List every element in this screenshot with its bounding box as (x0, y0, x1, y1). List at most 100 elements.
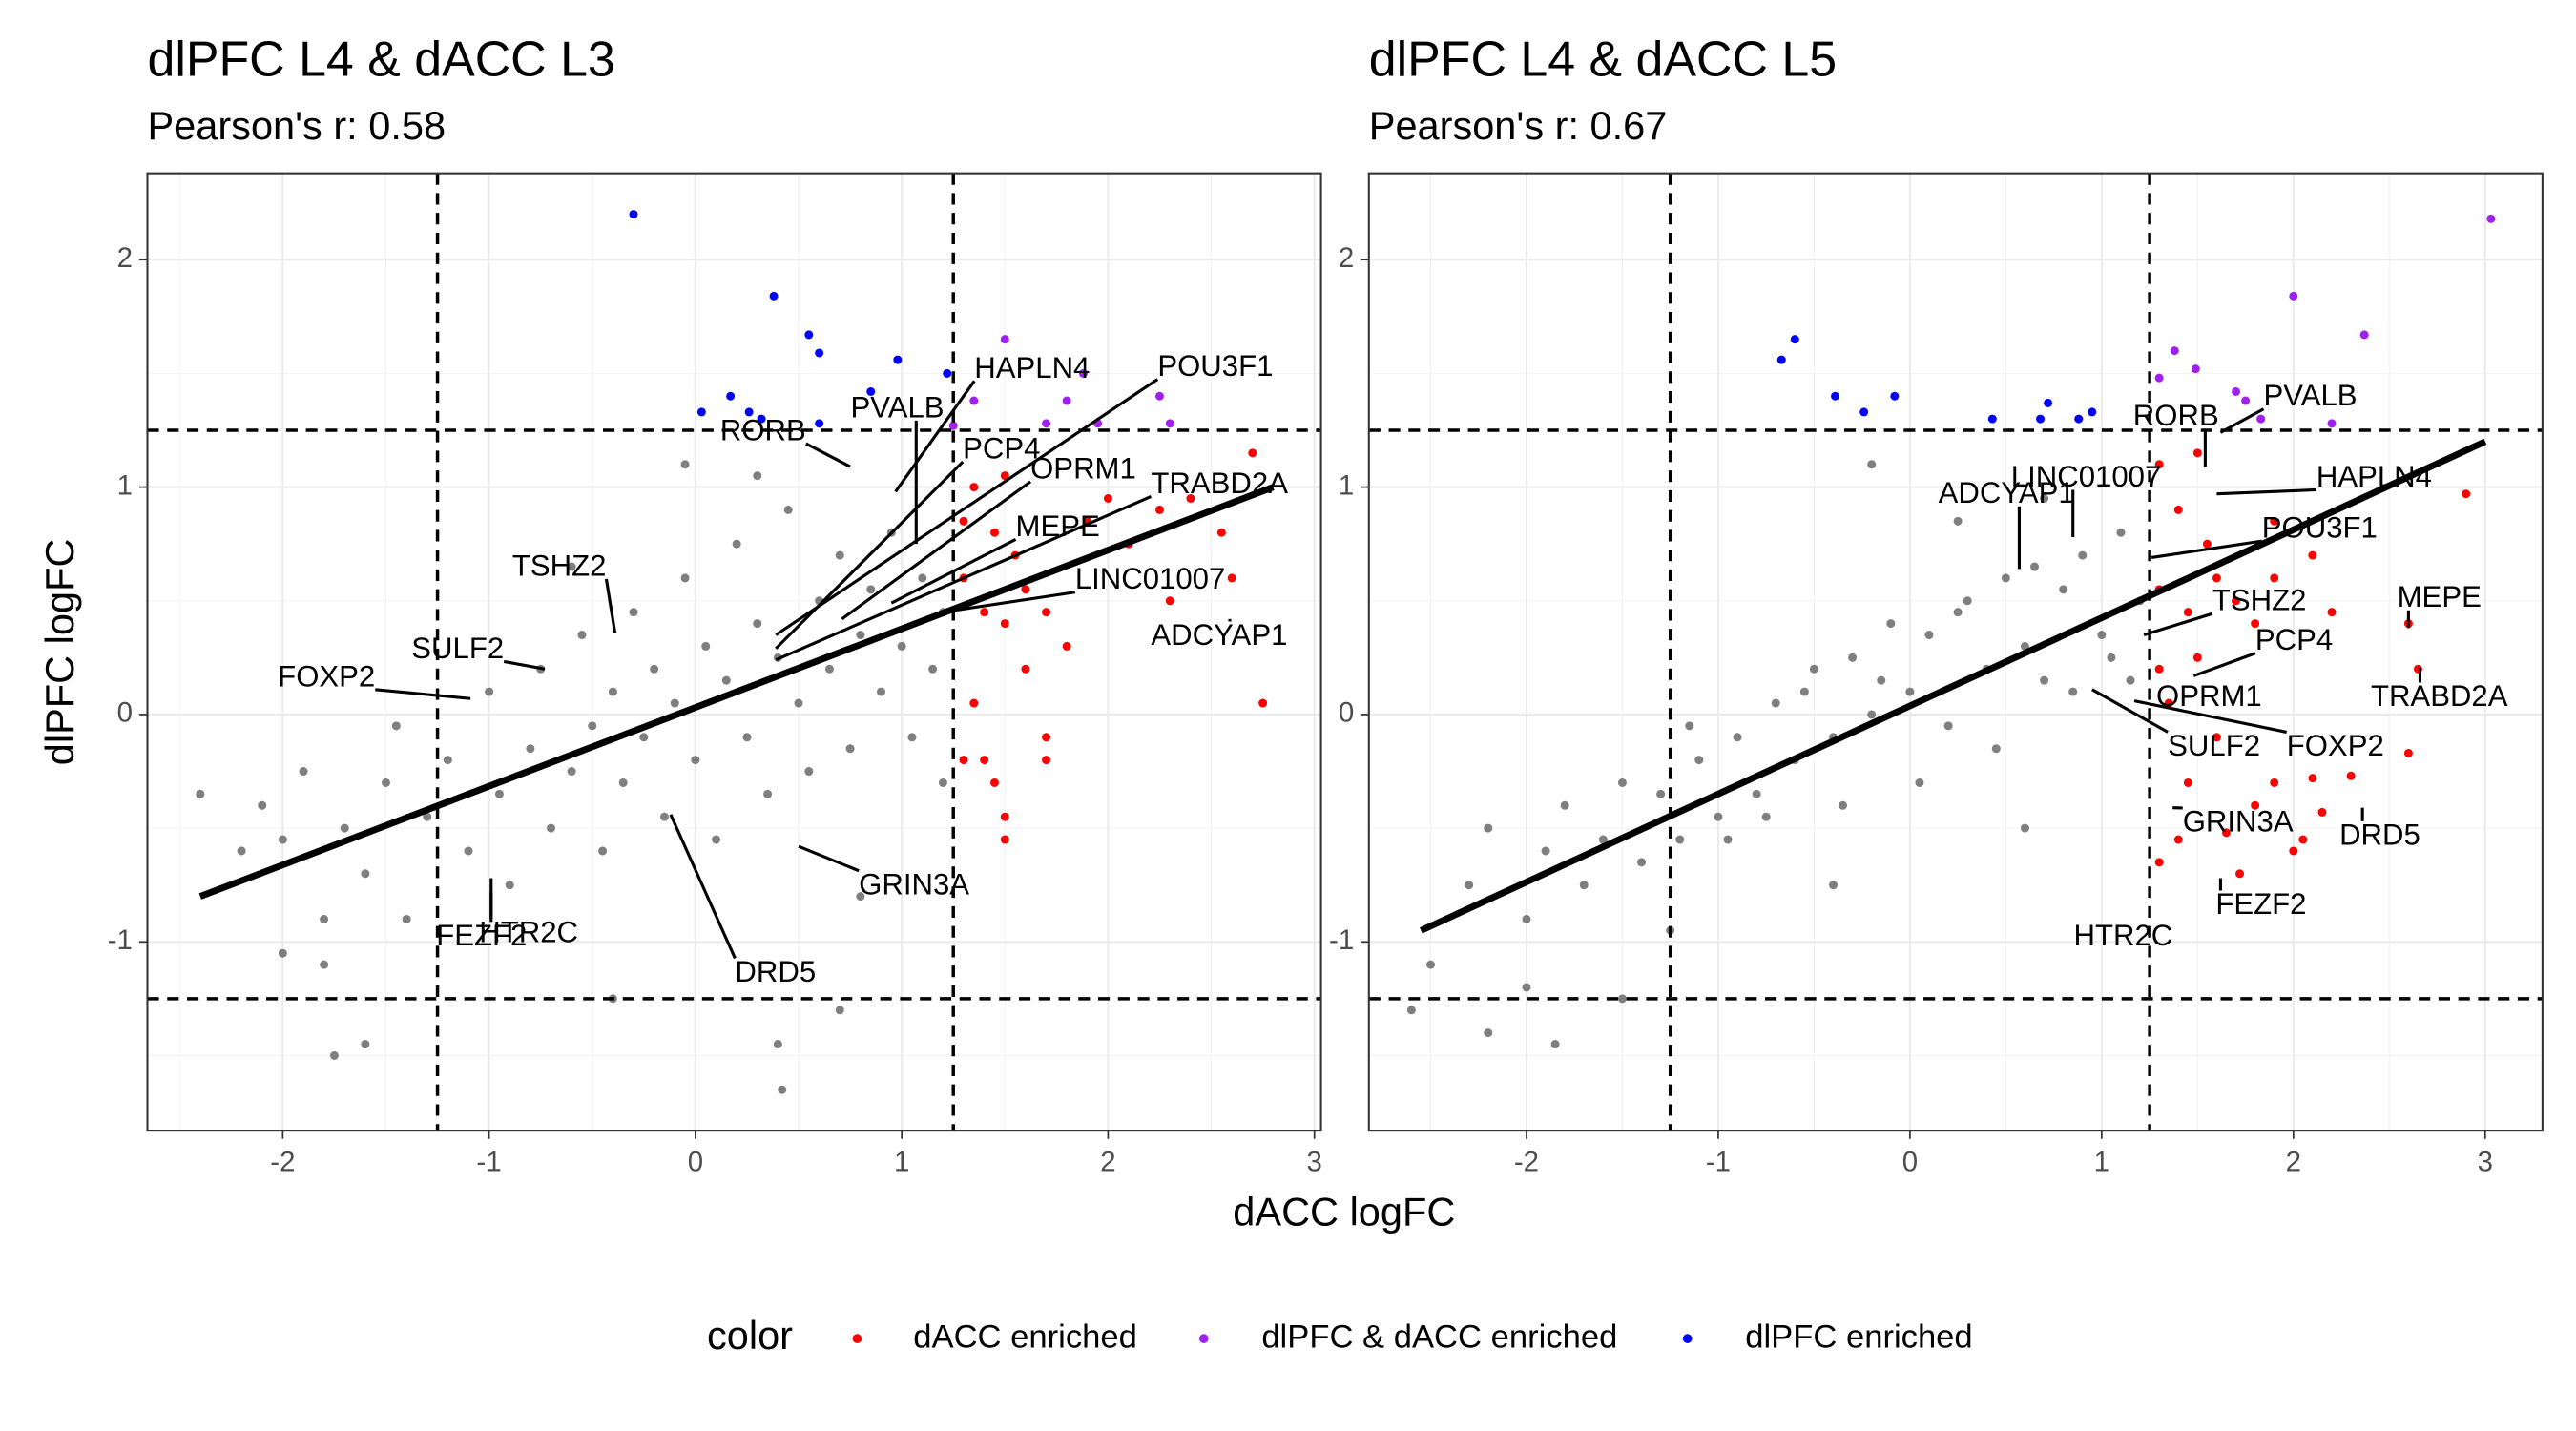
x-tick-label: 1 (894, 1146, 909, 1177)
gene-label: TSHZ2 (2212, 584, 2307, 617)
point (547, 823, 556, 833)
point (701, 641, 711, 651)
plot-area (147, 173, 1321, 1131)
point (2289, 846, 2298, 856)
legend-label: dACC enriched (913, 1318, 1137, 1355)
point (505, 881, 514, 890)
point (969, 698, 979, 708)
y-tick-label: 0 (117, 697, 133, 729)
point (402, 914, 411, 923)
point (815, 348, 824, 358)
point (2126, 675, 2135, 685)
gene-label: FOXP2 (2287, 729, 2384, 762)
point (1000, 812, 1009, 821)
legend-label: dlPFC enriched (1745, 1318, 1972, 1355)
point (1790, 335, 1799, 344)
point (2107, 653, 2116, 662)
point (567, 562, 576, 571)
point (2270, 573, 2279, 583)
gene-label: ADCYAP1 (1151, 618, 1287, 652)
point (361, 1040, 370, 1049)
point (1886, 619, 1896, 629)
point (1216, 528, 1226, 537)
point (2327, 608, 2337, 617)
y-axis-label: dlPFC logFC (37, 539, 82, 766)
gene-label: TRABD2A (1151, 467, 1288, 500)
point (2173, 835, 2183, 844)
label-connector (2150, 539, 2262, 560)
point (2346, 771, 2356, 780)
point (757, 414, 766, 424)
point (670, 698, 679, 708)
point (2462, 489, 2471, 499)
point (696, 407, 706, 417)
label-connector (775, 460, 965, 650)
point (2040, 675, 2049, 685)
point (618, 778, 628, 787)
point (1905, 687, 1915, 696)
gene-label: HAPLN4 (2316, 460, 2432, 493)
point (866, 386, 876, 396)
label-connector (375, 688, 471, 700)
point (2232, 386, 2241, 396)
x-tick-label: 3 (2478, 1146, 2493, 1177)
point (2256, 414, 2266, 424)
point (1924, 631, 1934, 640)
point (391, 721, 401, 731)
point (753, 471, 762, 481)
point (943, 368, 952, 378)
point (320, 960, 329, 969)
point (928, 664, 938, 674)
point (2154, 373, 2164, 383)
point (1877, 675, 1886, 685)
point (732, 539, 741, 549)
point (2221, 828, 2231, 838)
point (2068, 687, 2078, 696)
point (2289, 291, 2298, 301)
chart-subtitle: Pearson's r: 0.58 (147, 103, 446, 148)
point (1484, 1028, 1493, 1038)
point (258, 800, 267, 810)
gene-label: OPRM1 (2156, 679, 2262, 713)
point (1186, 494, 1195, 504)
gene-label: PCP4 (963, 432, 1040, 466)
point (1915, 778, 1924, 787)
point (196, 789, 205, 798)
point (1078, 368, 1088, 378)
point (382, 778, 390, 787)
point (2088, 407, 2097, 417)
point (1831, 391, 1840, 401)
point (2270, 516, 2279, 526)
point (1761, 812, 1771, 821)
point (2308, 550, 2317, 560)
point (1685, 721, 1694, 731)
label-connector (2091, 688, 2169, 734)
point (1617, 778, 1627, 787)
gene-label: POU3F1 (1157, 349, 1273, 383)
gene-label: PVALB (851, 390, 945, 424)
point (1154, 391, 1164, 401)
point (2170, 346, 2179, 356)
point (721, 675, 731, 685)
point (320, 914, 329, 923)
gene-label: TRABD2A (2371, 679, 2508, 713)
gene-label: PCP4 (2255, 623, 2333, 656)
point (815, 419, 824, 428)
point (567, 767, 576, 777)
plot-background (1368, 173, 2543, 1131)
gene-label: DRD5 (735, 955, 816, 988)
x-tick-label: -1 (477, 1146, 502, 1177)
y-tick-label: 2 (117, 242, 133, 274)
point (340, 823, 349, 833)
point (464, 846, 473, 856)
point (1991, 744, 2001, 754)
point (1752, 789, 1761, 798)
gene-label: MEPE (2398, 580, 2482, 613)
point (2154, 664, 2164, 674)
point (1021, 664, 1030, 674)
point (1943, 721, 1953, 731)
point (1867, 710, 1877, 719)
point (1829, 881, 1839, 890)
chart-title: dlPFC L4 & dACC L5 (1369, 31, 1837, 86)
